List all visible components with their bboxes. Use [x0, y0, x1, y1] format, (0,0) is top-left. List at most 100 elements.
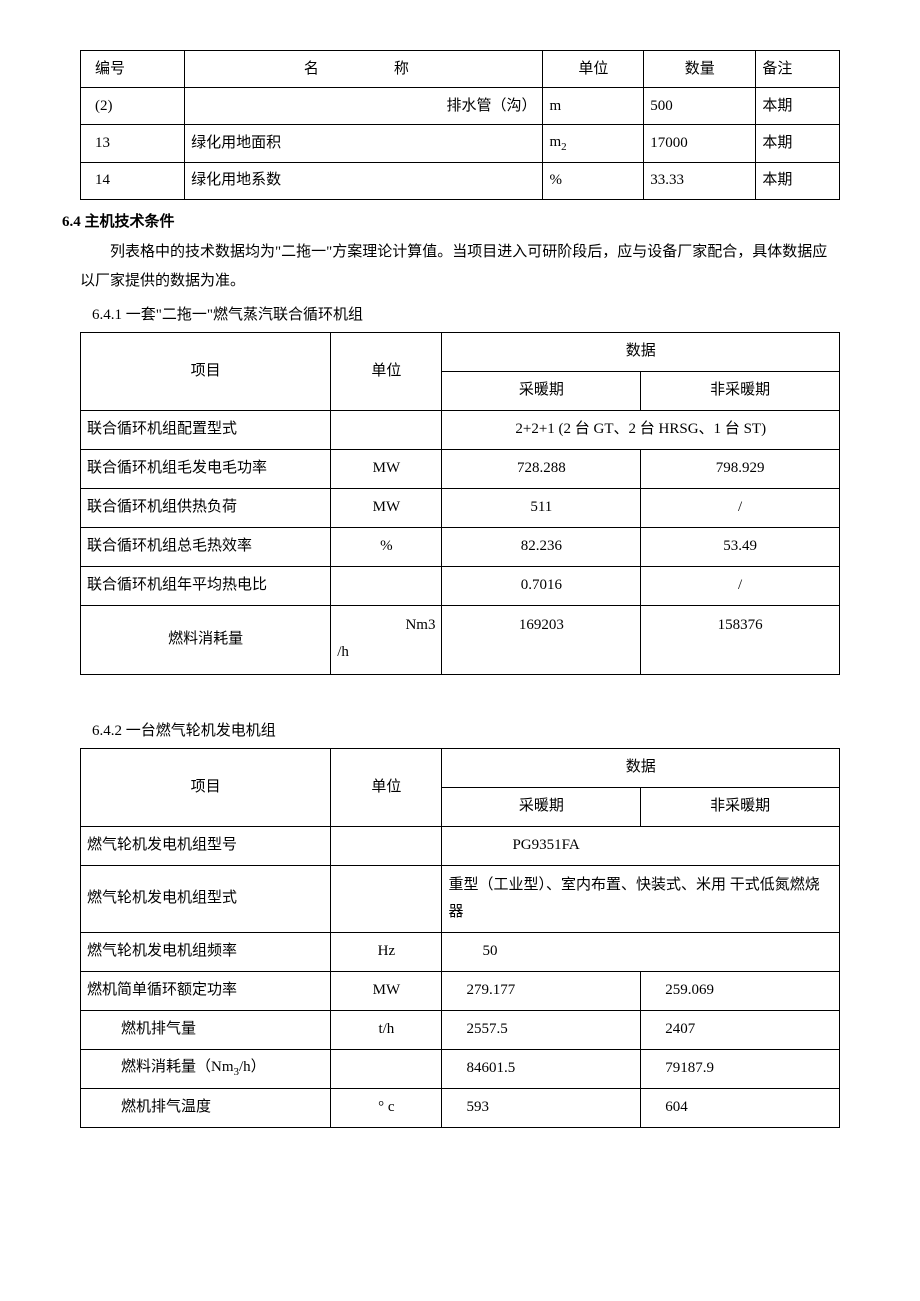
cell-unit: m — [543, 88, 644, 125]
table-land-use: 编号 名 称 单位 数量 备注 (2) 排水管（沟） m 500 本期 13 绿… — [80, 50, 840, 200]
table-row: 项目 单位 数据 — [81, 748, 840, 787]
table-row: 联合循环机组毛发电毛功率 MW 728.288 798.929 — [81, 449, 840, 488]
cell-unit: % — [543, 162, 644, 199]
table-row: (2) 排水管（沟） m 500 本期 — [81, 88, 840, 125]
cell-nonheating: 79187.9 — [641, 1049, 840, 1088]
cell-item: 燃气轮机发电机组型号 — [81, 826, 331, 865]
cell-item: 燃气轮机发电机组频率 — [81, 932, 331, 971]
header-item: 项目 — [81, 332, 331, 410]
cell-heating: 82.236 — [442, 527, 641, 566]
header-heating: 采暖期 — [442, 787, 641, 826]
header-unit: 单位 — [331, 748, 442, 826]
cell-merged: PG9351FA — [442, 826, 840, 865]
cell-unit — [331, 826, 442, 865]
header-name: 名 称 — [185, 51, 543, 88]
cell-merged: 重型（工业型）、室内布置、快装式、米用 干式低氮燃烧器 — [442, 865, 840, 932]
header-data: 数据 — [442, 332, 840, 371]
header-unit: 单位 — [331, 332, 442, 410]
cell-item: 联合循环机组毛发电毛功率 — [81, 449, 331, 488]
cell-qty: 33.33 — [644, 162, 756, 199]
header-nonheating: 非采暖期 — [641, 787, 840, 826]
cell-unit: MW — [331, 449, 442, 488]
cell-note: 本期 — [756, 125, 840, 163]
cell-heating: 2557.5 — [442, 1010, 641, 1049]
cell-item: 燃机排气量 — [81, 1010, 331, 1049]
cell-unit: % — [331, 527, 442, 566]
cell-unit: MW — [331, 971, 442, 1010]
cell-heating: 279.177 — [442, 971, 641, 1010]
table-row: 联合循环机组供热负荷 MW 511 / — [81, 488, 840, 527]
table-row: 编号 名 称 单位 数量 备注 — [81, 51, 840, 88]
cell-nonheating: 53.49 — [641, 527, 840, 566]
section-heading-6-4-2: 6.4.2 一台燃气轮机发电机组 — [92, 717, 840, 746]
table-row: 燃机排气温度 ° c 593 604 — [81, 1088, 840, 1127]
cell-nonheating: 259.069 — [641, 971, 840, 1010]
table-row: 燃气轮机发电机组型式 重型（工业型）、室内布置、快装式、米用 干式低氮燃烧器 — [81, 865, 840, 932]
cell-unit — [331, 410, 442, 449]
table-row: 燃气轮机发电机组频率 Hz 50 — [81, 932, 840, 971]
table-row: 燃料消耗量（Nm3/h） 84601.5 79187.9 — [81, 1049, 840, 1088]
cell-name: 绿化用地系数 — [185, 162, 543, 199]
cell-unit: MW — [331, 488, 442, 527]
cell-item: 燃机排气温度 — [81, 1088, 331, 1127]
table-combined-cycle: 项目 单位 数据 采暖期 非采暖期 联合循环机组配置型式 2+2+1 (2 台 … — [80, 332, 840, 675]
table-row: 燃机简单循环额定功率 MW 279.177 259.069 — [81, 971, 840, 1010]
cell-heating: 50 — [442, 932, 840, 971]
section-paragraph: 列表格中的技术数据均为"二拖一"方案理论计算值。当项目进入可研阶段后，应与设备厂… — [80, 238, 840, 295]
cell-unit — [331, 865, 442, 932]
cell-item: 联合循环机组总毛热效率 — [81, 527, 331, 566]
header-item: 项目 — [81, 748, 331, 826]
table-row: 联合循环机组年平均热电比 0.7016 / — [81, 566, 840, 605]
table-row: 燃料消耗量 Nm3/h 169203 158376 — [81, 605, 840, 674]
cell-unit: Nm3/h — [331, 605, 442, 674]
header-nonheating: 非采暖期 — [641, 371, 840, 410]
cell-item: 燃料消耗量 — [81, 605, 331, 674]
cell-unit: m2 — [543, 125, 644, 163]
table-gas-turbine: 项目 单位 数据 采暖期 非采暖期 燃气轮机发电机组型号 PG9351FA 燃气… — [80, 748, 840, 1128]
cell-note: 本期 — [756, 162, 840, 199]
cell-name: 排水管（沟） — [185, 88, 543, 125]
header-id: 编号 — [81, 51, 185, 88]
cell-heating: 728.288 — [442, 449, 641, 488]
table-row: 14 绿化用地系数 % 33.33 本期 — [81, 162, 840, 199]
section-heading-6-4-1: 6.4.1 一套"二拖一"燃气蒸汽联合循环机组 — [92, 301, 840, 330]
cell-id: (2) — [81, 88, 185, 125]
header-data: 数据 — [442, 748, 840, 787]
cell-heating: 511 — [442, 488, 641, 527]
cell-unit: ° c — [331, 1088, 442, 1127]
cell-qty: 17000 — [644, 125, 756, 163]
table-row: 联合循环机组总毛热效率 % 82.236 53.49 — [81, 527, 840, 566]
cell-item: 燃料消耗量（Nm3/h） — [81, 1049, 331, 1088]
header-note: 备注 — [756, 51, 840, 88]
cell-id: 14 — [81, 162, 185, 199]
cell-name: 绿化用地面积 — [185, 125, 543, 163]
cell-id: 13 — [81, 125, 185, 163]
header-heating: 采暖期 — [442, 371, 641, 410]
table-row: 13 绿化用地面积 m2 17000 本期 — [81, 125, 840, 163]
header-qty: 数量 — [644, 51, 756, 88]
cell-nonheating: 604 — [641, 1088, 840, 1127]
table-row: 项目 单位 数据 — [81, 332, 840, 371]
cell-unit: t/h — [331, 1010, 442, 1049]
cell-qty: 500 — [644, 88, 756, 125]
cell-heating: 0.7016 — [442, 566, 641, 605]
cell-item: 燃机简单循环额定功率 — [81, 971, 331, 1010]
cell-nonheating: / — [641, 566, 840, 605]
table-row: 燃机排气量 t/h 2557.5 2407 — [81, 1010, 840, 1049]
cell-unit — [331, 566, 442, 605]
cell-nonheating: 158376 — [641, 605, 840, 674]
cell-nonheating: 798.929 — [641, 449, 840, 488]
cell-note: 本期 — [756, 88, 840, 125]
table-row: 联合循环机组配置型式 2+2+1 (2 台 GT、2 台 HRSG、1 台 ST… — [81, 410, 840, 449]
section-heading-6-4: 6.4 主机技术条件 — [62, 208, 840, 237]
cell-heating: 84601.5 — [442, 1049, 641, 1088]
table-row: 燃气轮机发电机组型号 PG9351FA — [81, 826, 840, 865]
cell-unit — [331, 1049, 442, 1088]
cell-unit: Hz — [331, 932, 442, 971]
cell-item: 联合循环机组年平均热电比 — [81, 566, 331, 605]
cell-item: 燃气轮机发电机组型式 — [81, 865, 331, 932]
cell-heating: 593 — [442, 1088, 641, 1127]
cell-nonheating: / — [641, 488, 840, 527]
cell-item: 联合循环机组配置型式 — [81, 410, 331, 449]
cell-nonheating: 2407 — [641, 1010, 840, 1049]
